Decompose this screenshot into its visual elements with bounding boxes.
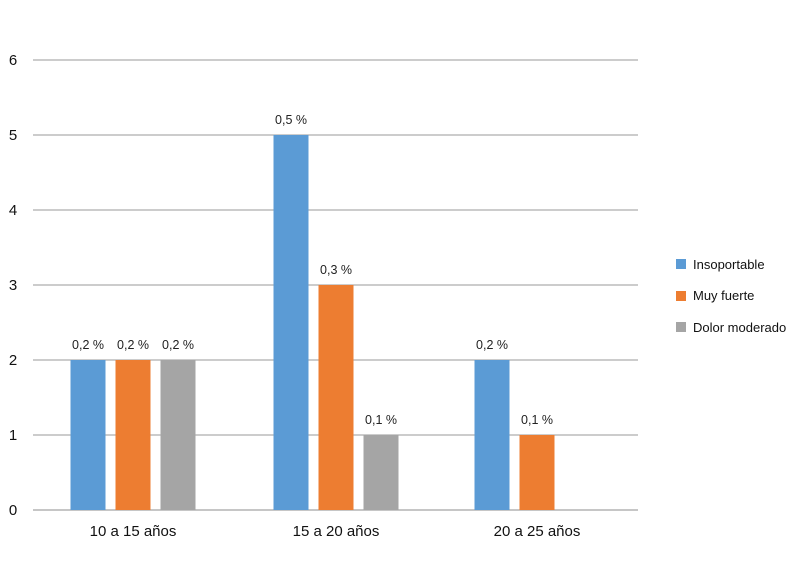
x-category-label-10-a-15-anos: 10 a 15 años: [90, 523, 177, 540]
legend-label-dolor-moderado: Dolor moderado: [693, 319, 787, 335]
data-label-muy-fuerte-15-a-20-anos: 0,3 %: [320, 263, 352, 277]
bar-muy-fuerte-15-a-20-anos: [318, 285, 354, 510]
legend: Insoportable Muy fuerte Dolor moderado: [676, 256, 800, 351]
data-label-insoportable-15-a-20-anos: 0,5 %: [275, 113, 307, 127]
y-tick-label-4: 4: [9, 202, 17, 219]
y-tick-label-2: 2: [9, 352, 17, 369]
legend-swatch-dolor-moderado: [676, 322, 686, 332]
legend-label-insoportable: Insoportable: [693, 256, 765, 272]
x-category-label-15-a-20-anos: 15 a 20 años: [293, 523, 380, 540]
legend-swatch-insoportable: [676, 259, 686, 269]
y-tick-label-6: 6: [9, 52, 17, 69]
data-label-insoportable-10-a-15-anos: 0,2 %: [72, 338, 104, 352]
data-label-muy-fuerte-10-a-15-anos: 0,2 %: [117, 338, 149, 352]
y-tick-label-1: 1: [9, 427, 17, 444]
bar-dolor-moderado-15-a-20-anos: [363, 435, 399, 510]
data-label-dolor-moderado-10-a-15-anos: 0,2 %: [162, 338, 194, 352]
legend-swatch-muy-fuerte: [676, 290, 686, 301]
x-axis-categories: 10 a 15 años 15 a 20 años 20 a 25 años: [90, 523, 581, 540]
data-label-dolor-moderado-15-a-20-anos: 0,1 %: [365, 413, 397, 427]
data-label-muy-fuerte-20-a-25-anos: 0,1 %: [521, 413, 553, 427]
bar-dolor-moderado-10-a-15-anos: [160, 360, 196, 510]
y-tick-label-0: 0: [9, 502, 17, 519]
legend-item-dolor-moderado: Dolor moderado: [676, 319, 800, 335]
bar-muy-fuerte-10-a-15-anos: [115, 360, 151, 510]
legend-item-insoportable: Insoportable: [676, 256, 800, 272]
y-tick-label-5: 5: [9, 127, 17, 144]
bar-muy-fuerte-20-a-25-anos: [519, 435, 555, 510]
bar-insoportable-10-a-15-anos: [70, 360, 106, 510]
data-labels: 0,2 % 0,2 % 0,2 % 0,5 % 0,3 % 0,1 % 0,2 % 0,1 %: [72, 113, 553, 427]
legend-label-muy-fuerte: Muy fuerte: [693, 288, 755, 303]
legend-item-muy-fuerte: Muy fuerte: [676, 288, 800, 304]
bars: [70, 135, 555, 510]
bar-insoportable-20-a-25-anos: [474, 360, 510, 510]
x-category-label-20-a-25-anos: 20 a 25 años: [494, 523, 581, 540]
y-axis-ticks: 0 1 2 3 4 5 6: [9, 52, 17, 519]
y-tick-label-3: 3: [9, 277, 17, 294]
bar-insoportable-15-a-20-anos: [273, 135, 309, 510]
data-label-insoportable-20-a-25-anos: 0,2 %: [476, 338, 508, 352]
